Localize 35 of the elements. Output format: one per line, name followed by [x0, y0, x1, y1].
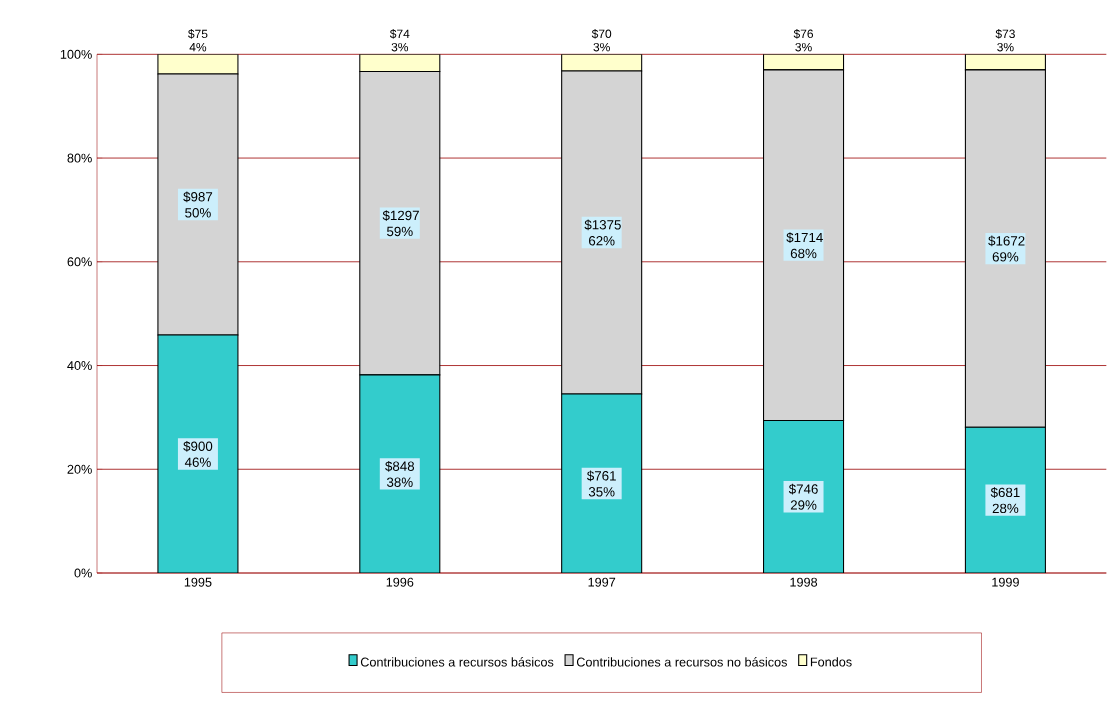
data-label: $1375 62% — [584, 219, 621, 246]
data-label: $761 35% — [586, 470, 616, 497]
data-label: $70 3% — [591, 29, 612, 52]
y-tick-label: 100% — [60, 49, 92, 59]
data-label: $1297 59% — [382, 210, 419, 237]
x-tick-label: 1997 — [588, 577, 616, 587]
bar — [157, 334, 239, 573]
bar — [561, 393, 643, 573]
bar — [763, 419, 845, 573]
data-label: $1714 68% — [786, 232, 823, 259]
x-tick-label: 1999 — [992, 577, 1019, 587]
y-tick-label: 60% — [67, 257, 92, 267]
bar — [359, 374, 441, 573]
data-label: $746 29% — [788, 483, 818, 510]
data-label: $1672 69% — [988, 235, 1025, 262]
x-tick-label: 1996 — [386, 577, 414, 587]
legend-label: Contribuciones a recursos no básicos — [576, 657, 787, 667]
data-label: $76 3% — [793, 29, 814, 52]
y-tick-label: 20% — [67, 464, 92, 474]
y-tick-label: 80% — [67, 153, 92, 163]
legend-label: Contribuciones a recursos básicos — [360, 657, 554, 667]
data-label: $75 4% — [188, 29, 208, 52]
y-tick-label: 0% — [74, 568, 92, 578]
data-label: $900 46% — [183, 440, 213, 467]
bar — [964, 426, 1046, 573]
data-label: $848 38% — [385, 460, 415, 487]
data-label: $73 3% — [995, 29, 1015, 52]
legend-label: Fondos — [810, 657, 852, 667]
data-label: $987 50% — [183, 191, 213, 218]
x-tick-label: 1995 — [184, 577, 212, 587]
bar — [359, 54, 441, 72]
x-tick-label: 1998 — [790, 577, 818, 587]
data-label: $681 28% — [990, 487, 1020, 514]
data-label: $74 3% — [389, 29, 410, 52]
y-tick-label: 40% — [67, 361, 92, 371]
